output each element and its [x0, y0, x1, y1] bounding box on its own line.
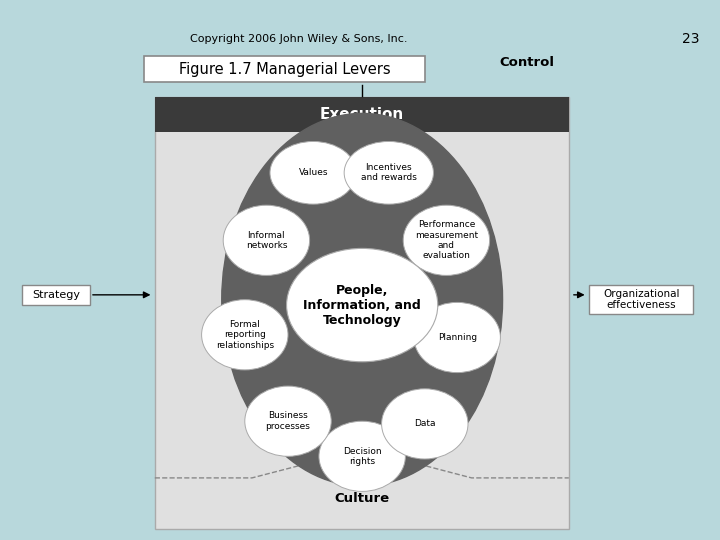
Text: People,
Information, and
Technology: People, Information, and Technology [303, 284, 421, 327]
Text: Informal
networks: Informal networks [246, 231, 287, 250]
Ellipse shape [319, 421, 405, 491]
Text: Data: Data [414, 420, 436, 428]
Text: Values: Values [299, 168, 328, 177]
Text: Copyright 2006 John Wiley & Sons, Inc.: Copyright 2006 John Wiley & Sons, Inc. [190, 35, 408, 44]
Ellipse shape [344, 141, 433, 204]
Text: Formal
reporting
relationships: Formal reporting relationships [216, 320, 274, 350]
Ellipse shape [222, 113, 503, 486]
Ellipse shape [223, 205, 310, 275]
Text: Culture: Culture [335, 492, 390, 505]
Bar [155, 97, 569, 529]
Ellipse shape [245, 386, 331, 456]
Text: Incentives
and rewards: Incentives and rewards [361, 163, 417, 183]
Text: Organization: Organization [166, 56, 262, 69]
Text: Control: Control [500, 56, 554, 69]
Circle shape [287, 248, 438, 362]
Text: Strategy: Strategy [32, 290, 80, 300]
Text: Decision
rights: Decision rights [343, 447, 382, 466]
Text: Organizational
effectiveness: Organizational effectiveness [603, 288, 680, 310]
Text: Figure 1.7 Managerial Levers: Figure 1.7 Managerial Levers [179, 62, 390, 77]
Text: Performance
measurement
and
evaluation: Performance measurement and evaluation [415, 220, 478, 260]
Ellipse shape [414, 302, 500, 373]
Bar [589, 285, 693, 314]
Text: Business
processes: Business processes [266, 411, 310, 431]
Ellipse shape [403, 205, 490, 275]
Ellipse shape [202, 300, 288, 370]
Text: Planning: Planning [438, 333, 477, 342]
Bar [155, 97, 569, 132]
Ellipse shape [382, 389, 468, 459]
Bar [144, 56, 425, 82]
Text: 23: 23 [683, 32, 700, 46]
Ellipse shape [270, 141, 356, 204]
Text: Execution: Execution [320, 107, 404, 122]
Bar [22, 285, 90, 305]
